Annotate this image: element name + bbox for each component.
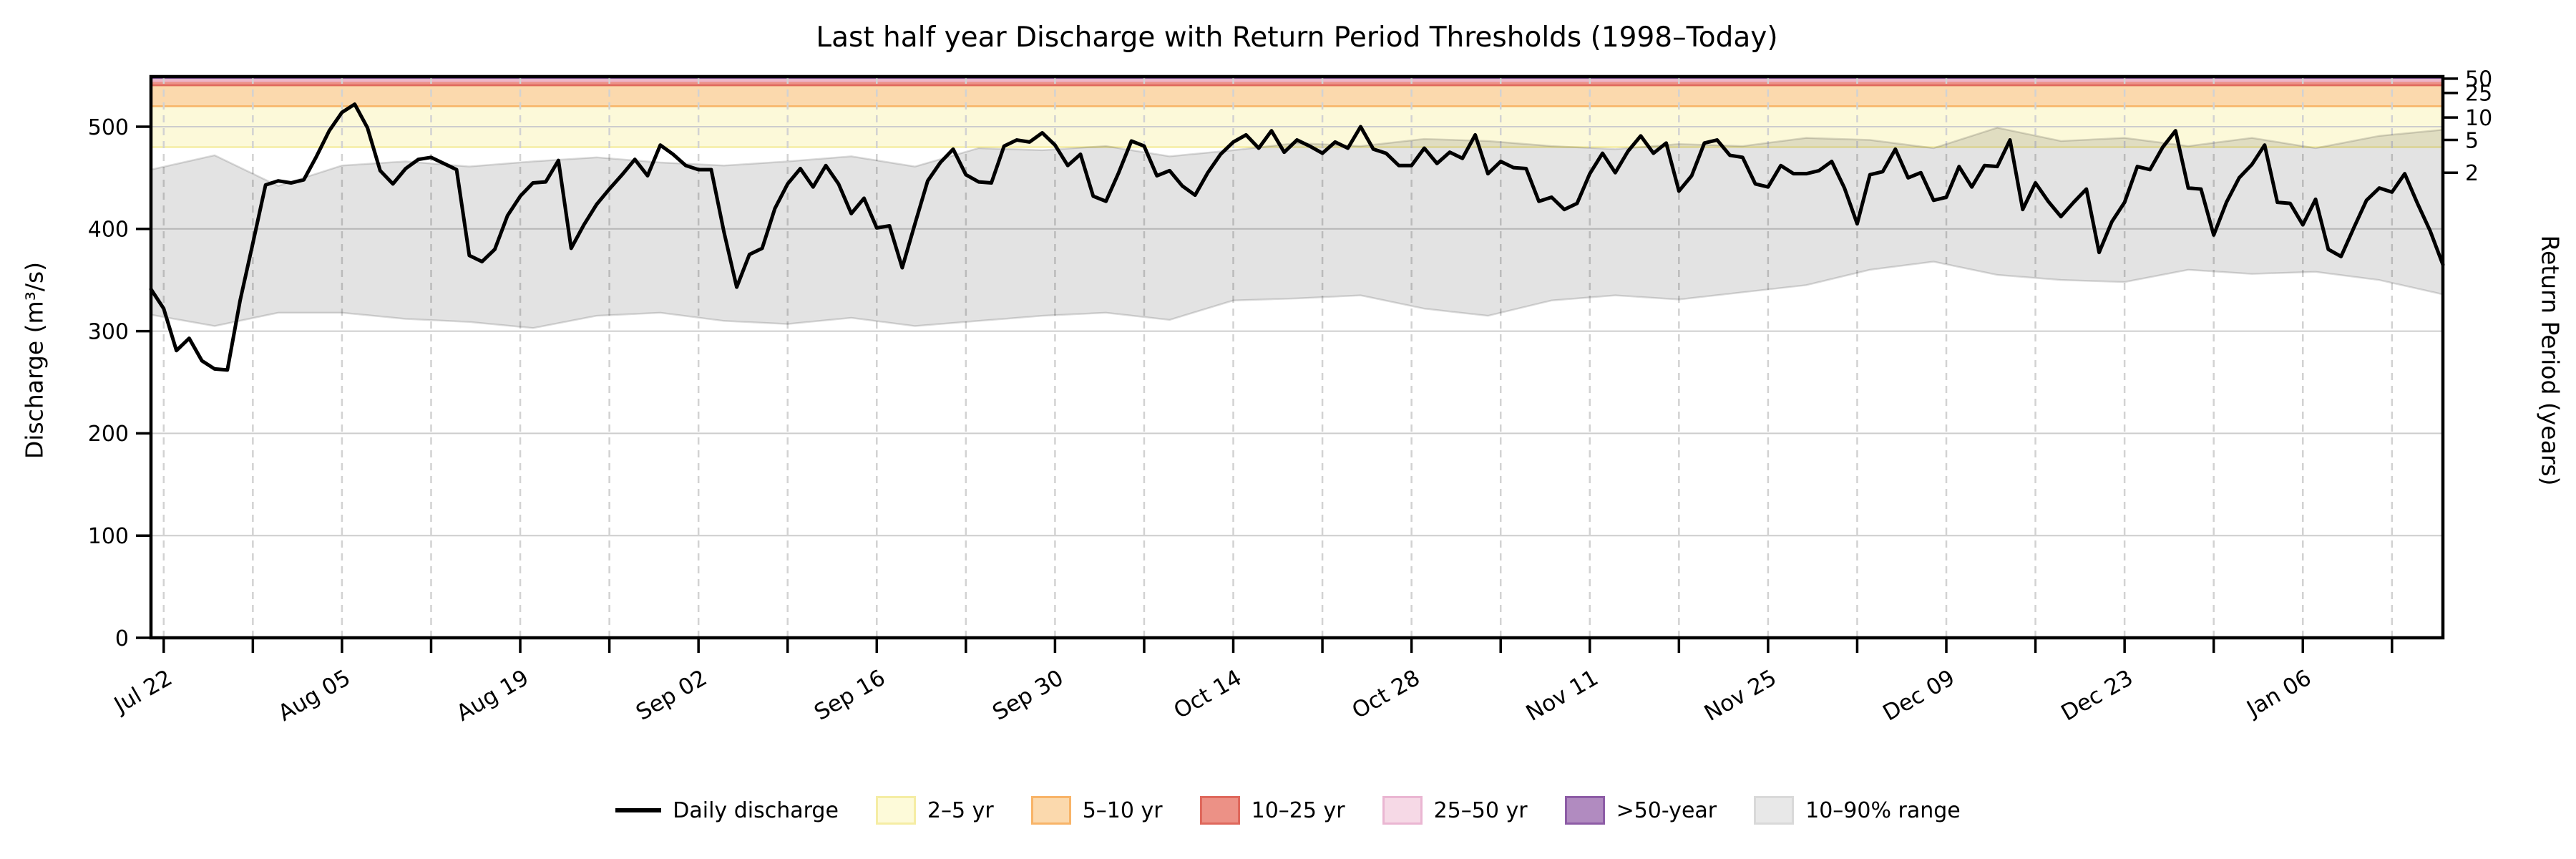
svg-text:500: 500 xyxy=(88,115,129,140)
band xyxy=(151,78,2443,82)
svg-text:5: 5 xyxy=(2465,128,2479,153)
legend-item: 25–50 yr xyxy=(1382,796,1528,825)
legend-label: Daily discharge xyxy=(673,797,839,823)
legend-label: 5–10 yr xyxy=(1082,797,1163,823)
svg-text:Sep 16: Sep 16 xyxy=(810,665,889,726)
svg-text:Sep 02: Sep 02 xyxy=(632,665,711,726)
legend-patch-swatch xyxy=(1030,796,1071,825)
legend-item: 5–10 yr xyxy=(1030,796,1163,825)
chart-title: Last half year Discharge with Return Per… xyxy=(816,21,1778,54)
svg-text:50: 50 xyxy=(2465,67,2492,92)
legend-label: 10–90% range xyxy=(1805,797,1961,823)
svg-text:Nov 25: Nov 25 xyxy=(1700,665,1781,727)
y-axis-label-left: Discharge (m³/s) xyxy=(20,261,49,460)
legend-label: 25–50 yr xyxy=(1433,797,1528,823)
legend-item: 2–5 yr xyxy=(875,796,994,825)
legend-patch-swatch xyxy=(1564,796,1605,825)
legend-patch-swatch xyxy=(1382,796,1423,825)
y-axis-label-right: Return Period (years) xyxy=(2536,235,2565,486)
svg-text:Aug 19: Aug 19 xyxy=(452,665,533,727)
range-band xyxy=(150,127,2444,329)
legend-patch-swatch xyxy=(1754,796,1795,825)
svg-text:Aug 05: Aug 05 xyxy=(274,665,355,727)
legend-item: >50-year xyxy=(1564,796,1717,825)
svg-text:Jan 06: Jan 06 xyxy=(2241,665,2316,723)
daily-discharge-line xyxy=(149,102,2445,372)
legend-label: 2–5 yr xyxy=(927,797,994,823)
legend-patch-swatch xyxy=(1199,796,1240,825)
svg-text:400: 400 xyxy=(88,218,129,243)
svg-text:Dec 23: Dec 23 xyxy=(2057,665,2137,727)
legend-patch-swatch xyxy=(875,796,916,825)
svg-text:Oct 28: Oct 28 xyxy=(1348,665,1425,724)
svg-text:Sep 30: Sep 30 xyxy=(988,665,1068,726)
svg-text:Dec 09: Dec 09 xyxy=(1878,665,1959,727)
legend-label: 10–25 yr xyxy=(1251,797,1345,823)
svg-text:200: 200 xyxy=(88,422,129,447)
legend-line-swatch xyxy=(615,808,662,812)
legend-item: 10–25 yr xyxy=(1199,796,1345,825)
svg-text:100: 100 xyxy=(88,524,129,549)
band xyxy=(151,85,2443,107)
legend-item: Daily discharge xyxy=(615,798,839,823)
svg-text:25: 25 xyxy=(2465,82,2492,107)
svg-text:Oct 14: Oct 14 xyxy=(1169,665,1246,724)
legend: Daily discharge 2–5 yr 5–10 yr 10–25 yr 25–5… xyxy=(0,796,2576,825)
svg-text:2: 2 xyxy=(2465,161,2479,186)
band xyxy=(151,81,2443,86)
svg-text:300: 300 xyxy=(88,319,129,344)
legend-item: 10–90% range xyxy=(1754,796,1961,825)
svg-text:Nov 11: Nov 11 xyxy=(1522,665,1603,727)
svg-text:10: 10 xyxy=(2465,106,2492,131)
svg-text:0: 0 xyxy=(115,626,129,651)
legend-label: >50-year xyxy=(1616,797,1717,823)
svg-text:Jul 22: Jul 22 xyxy=(109,665,177,719)
